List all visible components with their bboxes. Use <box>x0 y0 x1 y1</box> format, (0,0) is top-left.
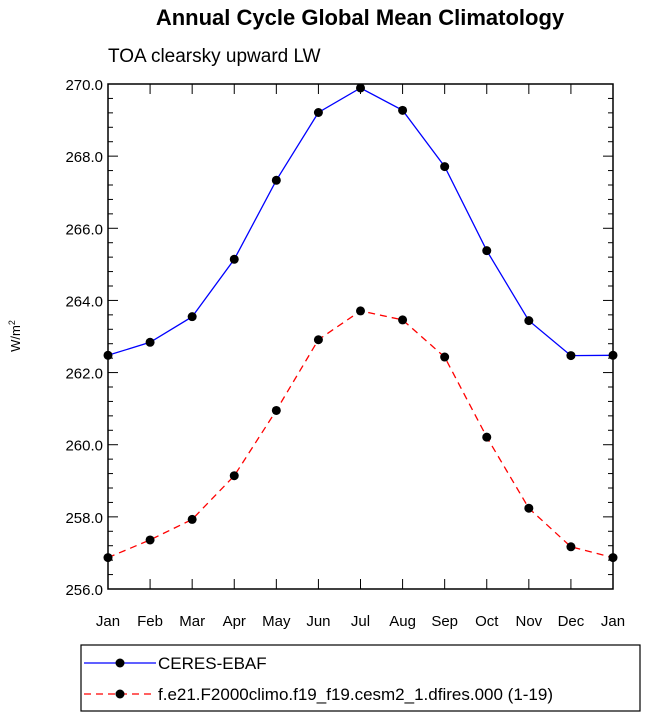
data-point <box>524 316 534 326</box>
x-tick-label: Apr <box>223 613 246 630</box>
x-tick-label: Aug <box>389 613 416 630</box>
y-tick-label: 268.0 <box>65 149 103 166</box>
legend-box <box>80 644 641 712</box>
series-lines <box>107 87 614 559</box>
x-tick-labels: Jan Feb Mar Apr May Jun Jul Aug Sep Oct Nov Dec Jan <box>96 613 625 630</box>
axis-ticks <box>107 83 614 590</box>
data-point <box>440 162 450 172</box>
x-tick-label: Feb <box>137 613 163 630</box>
x-tick-label: Dec <box>558 613 585 630</box>
x-tick-label: Jan <box>601 613 625 630</box>
x-tick-label: Jan <box>96 613 120 630</box>
y-tick-label: 270.0 <box>65 77 103 94</box>
x-tick-label: Oct <box>475 613 499 630</box>
data-point <box>482 432 492 442</box>
data-point <box>271 405 281 415</box>
x-tick-label: Mar <box>179 613 205 630</box>
y-axis-label-sup: 2 <box>7 320 17 325</box>
data-point <box>566 351 576 361</box>
plot-area: 256.0 258.0 260.0 262.0 264.0 266.0 268.0 270.0… <box>65 77 625 630</box>
data-point <box>271 175 281 185</box>
plot-frame <box>107 83 614 590</box>
data-point <box>103 350 113 360</box>
data-point <box>440 352 450 362</box>
data-point <box>145 337 155 347</box>
x-tick-label: Nov <box>515 613 542 630</box>
series-points <box>103 83 618 563</box>
data-point <box>229 471 239 481</box>
x-tick-label: Sep <box>431 613 458 630</box>
data-point <box>187 312 197 322</box>
series-line-0 <box>107 87 614 357</box>
y-tick-label: 264.0 <box>65 293 103 310</box>
data-point <box>313 335 323 345</box>
x-tick-label: May <box>262 613 291 630</box>
y-tick-label: 258.0 <box>65 510 103 527</box>
data-point <box>356 306 365 316</box>
y-tick-label: 256.0 <box>65 582 103 599</box>
y-tick-labels: 256.0 258.0 260.0 262.0 264.0 266.0 268.0 270.0 <box>65 77 103 599</box>
data-point <box>103 553 113 563</box>
data-point <box>356 83 365 93</box>
y-tick-label: 262.0 <box>65 366 103 383</box>
legend-label-ceres: CERES-EBAF <box>158 654 267 673</box>
data-point <box>524 503 534 513</box>
data-point <box>145 535 155 545</box>
data-point <box>608 350 618 360</box>
x-tick-label: Jul <box>351 613 370 630</box>
data-point <box>566 542 576 552</box>
legend-label-model: f.e21.F2000climo.f19_f19.cesm2_1.dfires.… <box>158 685 553 704</box>
data-point <box>313 107 323 117</box>
legend-marker-ceres <box>115 658 125 668</box>
data-point <box>229 254 239 264</box>
y-tick-label: 266.0 <box>65 221 103 238</box>
legend-marker-model <box>115 689 125 699</box>
y-axis-label: W/m2 <box>7 320 23 352</box>
data-point <box>398 105 408 115</box>
data-point <box>608 553 618 563</box>
legend: CERES-EBAF f.e21.F2000climo.f19_f19.cesm… <box>80 644 641 712</box>
chart-title: Annual Cycle Global Mean Climatology <box>156 5 565 30</box>
y-tick-label: 260.0 <box>65 438 103 455</box>
series-line-1 <box>107 310 614 559</box>
data-point <box>482 246 492 256</box>
y-axis-label-text: W/m <box>8 325 23 352</box>
x-tick-label: Jun <box>306 613 330 630</box>
chart-subtitle: TOA clearsky upward LW <box>108 46 321 67</box>
data-point <box>187 514 197 524</box>
data-point <box>398 315 408 325</box>
